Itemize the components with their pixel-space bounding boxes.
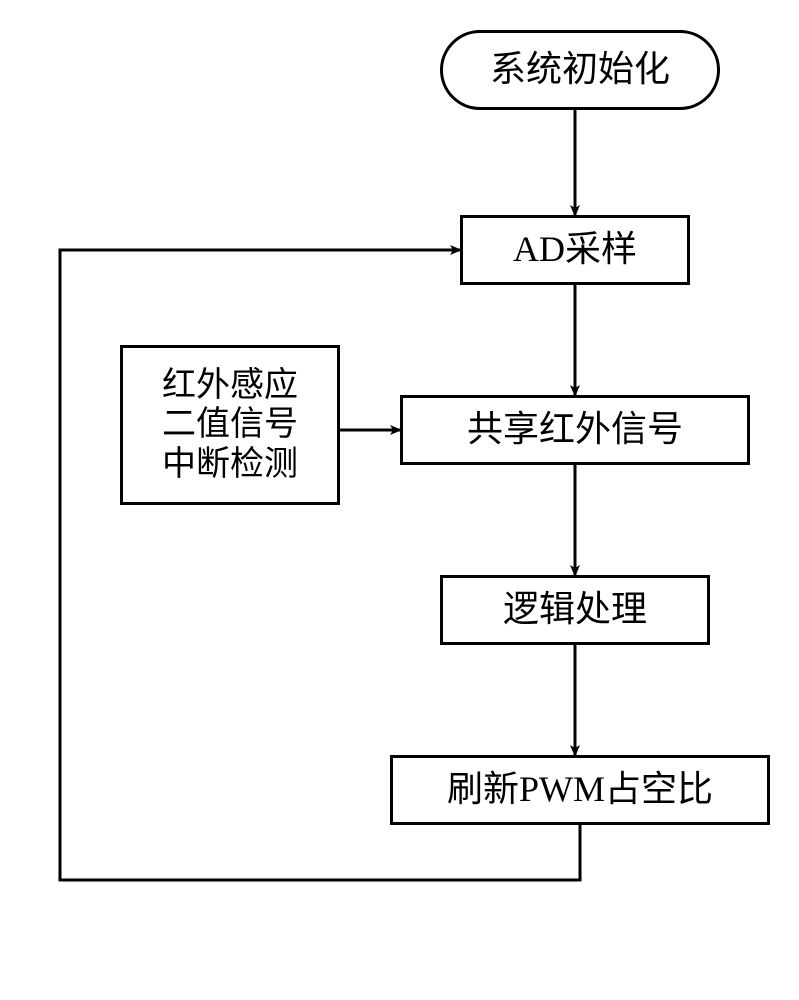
node-share: 共享红外信号	[400, 395, 750, 465]
node-pwm: 刷新PWM占空比	[390, 755, 770, 825]
node-logic-label: 逻辑处理	[503, 589, 647, 630]
node-pwm-label: 刷新PWM占空比	[447, 769, 713, 810]
node-ad: AD采样	[460, 215, 690, 285]
node-side-label: 红外感应二值信号中断检测	[162, 366, 298, 483]
node-ad-label: AD采样	[513, 229, 637, 270]
node-start-label: 系统初始化	[490, 49, 670, 90]
node-logic: 逻辑处理	[440, 575, 710, 645]
node-side: 红外感应二值信号中断检测	[120, 345, 340, 505]
node-start: 系统初始化	[440, 30, 720, 110]
node-share-label: 共享红外信号	[467, 409, 683, 450]
